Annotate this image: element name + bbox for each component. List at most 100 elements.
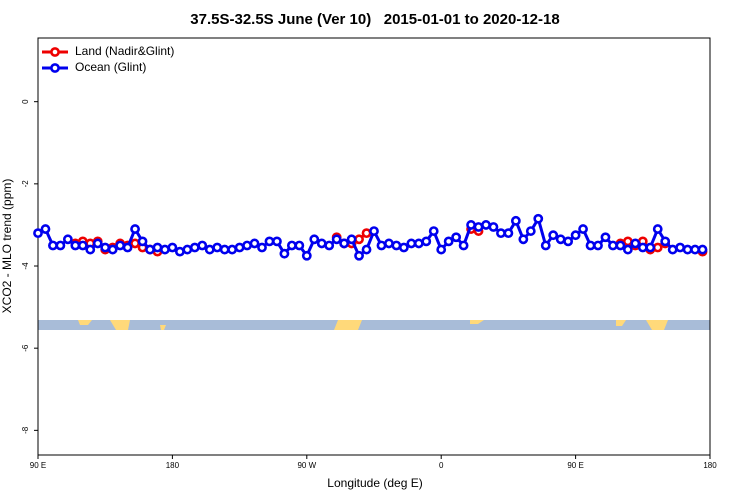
point <box>92 238 103 249</box>
point <box>593 240 603 251</box>
x-tick-label: 90 W <box>297 461 316 470</box>
chart-title: 37.5S-32.5S June (Ver 10) 2015-01-01 to … <box>190 11 559 28</box>
point <box>481 220 491 230</box>
point <box>391 240 402 251</box>
point <box>115 240 126 251</box>
point <box>652 224 663 234</box>
point <box>600 232 611 243</box>
point <box>227 244 238 255</box>
plot-frame <box>37 37 711 456</box>
point <box>122 242 133 253</box>
point <box>48 240 58 251</box>
point <box>413 238 424 249</box>
point <box>488 222 499 232</box>
point <box>570 230 581 241</box>
point <box>294 240 305 251</box>
x-tick-label: 90 E <box>30 461 46 470</box>
point <box>682 244 693 255</box>
point <box>555 234 566 245</box>
point <box>40 224 51 234</box>
ocean-strip <box>38 320 710 330</box>
point <box>510 215 521 226</box>
point <box>242 240 252 251</box>
point <box>107 244 118 255</box>
point <box>585 240 596 251</box>
point <box>451 232 462 243</box>
legend-marker <box>50 47 60 57</box>
point <box>533 213 544 224</box>
point <box>189 242 200 253</box>
point <box>309 234 320 245</box>
point <box>525 226 536 236</box>
point <box>234 242 245 253</box>
y-tick-label: -6 <box>21 344 30 352</box>
point <box>443 236 454 247</box>
x-tick-label: 90 E <box>567 461 583 470</box>
point <box>62 234 73 245</box>
point <box>675 242 686 253</box>
point <box>503 228 514 239</box>
point <box>167 242 178 253</box>
point <box>697 244 708 255</box>
x-tick-label: 180 <box>703 461 717 470</box>
point <box>436 244 447 255</box>
point <box>578 224 588 234</box>
point <box>608 240 618 251</box>
point <box>354 234 364 245</box>
point <box>645 242 656 253</box>
point <box>182 244 193 255</box>
point <box>428 226 439 236</box>
point <box>622 244 633 255</box>
point <box>264 236 275 247</box>
point <box>361 228 372 239</box>
point <box>212 242 223 253</box>
point <box>518 234 529 245</box>
y-tick-label: -2 <box>21 180 30 188</box>
point <box>316 238 327 249</box>
point <box>690 244 700 255</box>
point <box>458 240 469 251</box>
point <box>130 224 140 234</box>
land-shape <box>160 325 166 330</box>
point <box>33 228 43 239</box>
point <box>421 236 432 247</box>
point <box>361 244 372 255</box>
point <box>406 238 417 249</box>
y-tick-label: 0 <box>21 99 30 104</box>
point <box>660 236 671 247</box>
point <box>369 226 379 236</box>
point <box>130 238 140 249</box>
x-axis-label: Longitude (deg E) <box>327 476 422 490</box>
map-strip <box>38 320 710 330</box>
point <box>55 240 66 251</box>
x-tick-label: 180 <box>166 461 180 470</box>
point <box>473 222 484 232</box>
land-shape <box>110 320 130 330</box>
point <box>70 240 81 251</box>
point <box>272 236 282 247</box>
point <box>137 236 148 247</box>
point <box>615 240 626 251</box>
point <box>100 242 111 253</box>
land-shape <box>470 320 484 324</box>
land-shape <box>616 320 626 326</box>
point <box>398 242 409 253</box>
point <box>197 240 208 251</box>
y-tick-label: -8 <box>21 426 30 434</box>
y-tick-label: -4 <box>21 262 30 270</box>
point <box>85 244 96 255</box>
point <box>301 250 312 261</box>
point <box>286 240 297 251</box>
point <box>667 244 678 255</box>
land-shape <box>334 320 362 330</box>
point <box>331 234 342 245</box>
point <box>652 242 663 253</box>
point <box>77 240 88 251</box>
point <box>466 220 476 230</box>
land-shape <box>78 320 92 325</box>
point <box>354 250 364 261</box>
point <box>174 246 185 257</box>
land-shape <box>646 320 668 330</box>
point <box>622 236 633 247</box>
